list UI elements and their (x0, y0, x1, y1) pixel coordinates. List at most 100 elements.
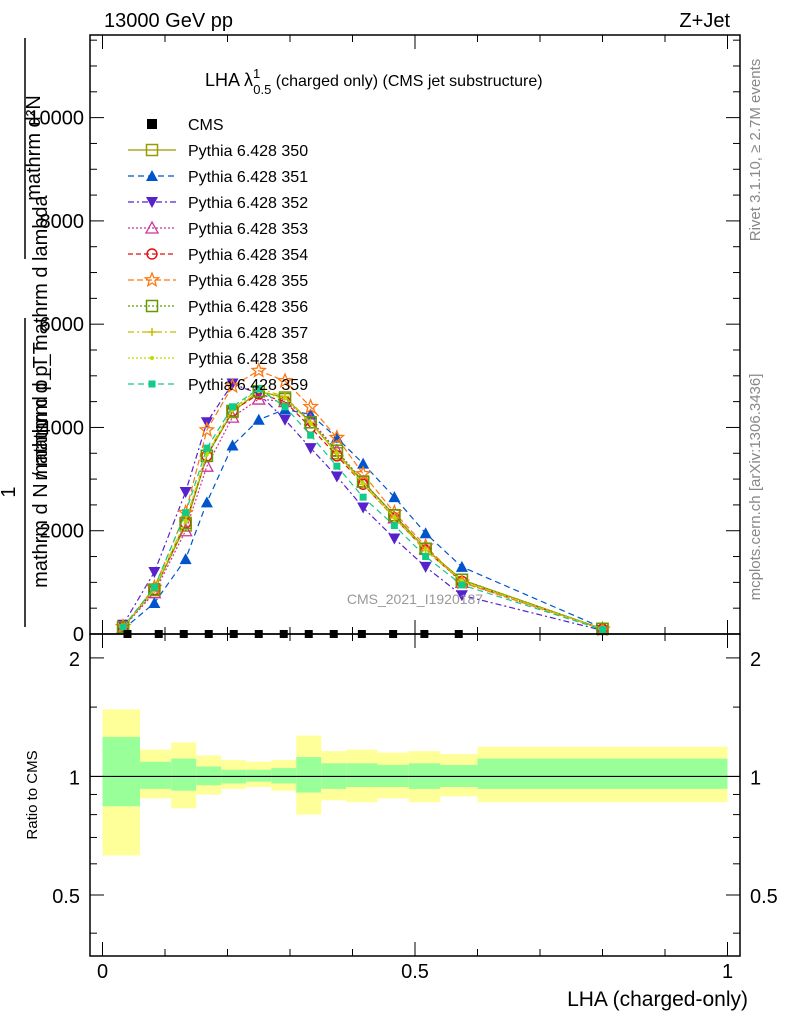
analysis-watermark: CMS_2021_I1920187 (347, 591, 483, 607)
legend-marker-1 (146, 170, 158, 181)
legend-title: LHA λ1 0.5 (charged only) (CMS jet substr… (205, 66, 543, 97)
legend-title-main: LHA λ (205, 70, 253, 90)
ratio-y-tick-label-right: 1 (750, 767, 761, 789)
ratio-ylabel: Ratio to CMS (24, 750, 41, 839)
y-tick-label: 6000 (40, 314, 85, 336)
series-8-point (204, 452, 209, 457)
series-1-point (357, 457, 370, 469)
ratio-panel-ticks: 0.5 0.5 1 1 2 2 0 0.5 1 (52, 634, 778, 983)
x-tick-label: 0 (97, 961, 108, 983)
ylabel-one: 1 (0, 486, 20, 497)
series-2-point (330, 471, 343, 483)
series-9-point (422, 553, 430, 561)
series-line-3 (122, 398, 603, 630)
series-2-point (304, 443, 317, 455)
legend-label-3: Pythia 6.428 353 (188, 221, 308, 238)
series-1-point (148, 597, 161, 609)
legend-marker-5 (143, 271, 161, 288)
series-8-point (334, 451, 339, 456)
series-9-point (255, 385, 263, 393)
header-right: Z+Jet (679, 10, 730, 32)
series-1-point (388, 491, 401, 503)
x-axis-label: LHA (charged-only) (567, 988, 748, 1011)
series-1-point (419, 527, 432, 539)
series-8-point (183, 519, 188, 524)
series-1-point (226, 439, 239, 451)
series-1-point (455, 560, 468, 572)
legend-label-9: Pythia 6.428 359 (188, 377, 308, 394)
ratio-band-inner (171, 758, 197, 791)
series-2-point (226, 378, 239, 390)
series-9-point (458, 581, 466, 589)
series-line-1 (122, 408, 603, 630)
ratio-band-inner (296, 757, 322, 793)
legend-title-sub: 0.5 (253, 82, 271, 97)
legend-marker-7 (148, 328, 156, 336)
series-9-point (119, 623, 127, 631)
series-9-point (307, 431, 315, 439)
series-6-point (304, 416, 317, 429)
series-8-point (361, 481, 366, 486)
main-panel-ticks: 0 2000 4000 6000 8000 10000 (28, 35, 740, 646)
series-2-point (357, 502, 370, 514)
series-2-point (419, 561, 432, 573)
series-5-point (276, 372, 294, 389)
series-9-point (333, 462, 341, 470)
series-9-point (281, 403, 289, 411)
main-ylabel: mathrm d²N mathrm d p_T mathrm d lambda … (0, 38, 52, 627)
series-8-point (392, 515, 397, 520)
legend-label-2: Pythia 6.428 352 (188, 195, 308, 212)
series-2-point (279, 414, 291, 426)
legend-marker-0 (145, 143, 159, 157)
series-5-point (224, 377, 241, 394)
series-1-point (252, 413, 265, 425)
legend-label-5: Pythia 6.428 355 (188, 273, 308, 290)
ylabel-numerator: mathrm d²N (23, 95, 45, 201)
rivet-version-text: Rivet 3.1.10, ≥ 2.7M events (747, 59, 764, 242)
series-2-point (179, 486, 192, 498)
series-line-9 (122, 387, 603, 631)
series-6-point (116, 621, 130, 634)
ratio-band-inner (140, 761, 172, 789)
ratio-uncertainty-bands (102, 709, 728, 856)
ratio-band-inner (271, 768, 297, 784)
y-tick-label: 0 (73, 624, 84, 646)
series-9-point (599, 626, 606, 634)
series-line-5 (122, 369, 603, 630)
legend-label-1: Pythia 6.428 351 (188, 169, 308, 186)
y-tick-label: 8000 (40, 211, 85, 233)
series-9-point (203, 444, 211, 452)
legend-marker-6 (145, 299, 159, 313)
series-2-point (148, 567, 161, 579)
legend-label-7: Pythia 6.428 357 (188, 325, 308, 342)
legend-title-sup: 1 (253, 66, 260, 81)
mcplots-credit-text: mcplots.cern.ch [arXiv:1306.3436] (747, 374, 764, 601)
series-5-point (198, 421, 216, 438)
ratio-y-tick-label-right: 2 (750, 649, 761, 671)
legend-marker-cms (147, 119, 157, 129)
ratio-band-inner (102, 736, 140, 807)
series-5-point (328, 429, 346, 445)
series-3-point (199, 458, 214, 472)
series-8-point (283, 396, 287, 401)
y-tick-label: 2000 (40, 521, 85, 543)
legend-label-4: Pythia 6.428 354 (188, 247, 308, 264)
x-tick-label: 1 (722, 961, 733, 983)
series-9-point (390, 522, 398, 530)
series-9-point (229, 403, 236, 411)
ratio-band-inner (346, 763, 378, 788)
legend-label-0: Pythia 6.428 350 (188, 143, 308, 160)
series-5-point (302, 397, 320, 414)
legend-marker-8 (150, 356, 154, 360)
series-5-point (250, 361, 268, 378)
legend-label-8: Pythia 6.428 358 (188, 351, 308, 368)
main-panel-series (114, 361, 611, 637)
series-2-point (388, 533, 401, 545)
ratio-band-inner (477, 758, 728, 789)
series-1-point (179, 553, 192, 565)
series-8-point (308, 421, 313, 426)
series-9-point (182, 509, 190, 517)
legend: CMS Pythia 6.428 350 Pythia 6.428 351 Pythi… (128, 117, 308, 394)
ratio-y-tick-label: 1 (69, 767, 80, 789)
